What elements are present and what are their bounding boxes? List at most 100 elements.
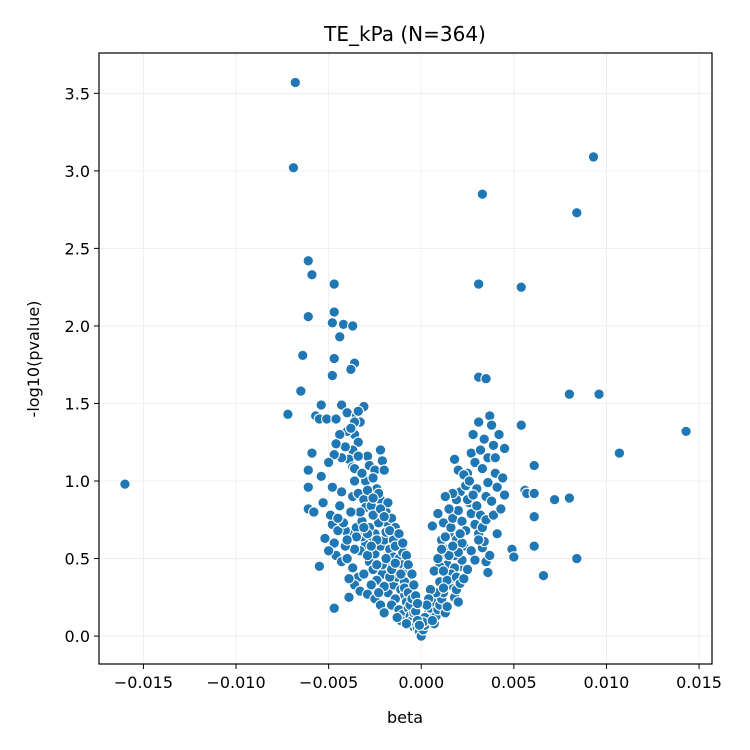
data-point xyxy=(487,439,500,452)
data-point xyxy=(395,568,407,580)
data-point xyxy=(343,572,355,585)
data-point xyxy=(680,425,692,438)
data-point xyxy=(341,534,353,546)
data-point xyxy=(296,349,309,362)
data-point xyxy=(496,472,509,484)
data-point xyxy=(587,151,600,163)
data-point xyxy=(282,408,294,421)
data-point xyxy=(400,549,413,562)
y-tick-label: 2.5 xyxy=(65,239,90,258)
data-point xyxy=(335,399,348,411)
data-point xyxy=(441,600,453,613)
data-point xyxy=(315,470,327,483)
data-point xyxy=(361,484,374,497)
data-point xyxy=(489,451,502,464)
data-point xyxy=(472,534,485,546)
data-point xyxy=(382,496,394,509)
data-point xyxy=(445,521,457,534)
data-point xyxy=(437,565,450,577)
y-tick-label: 1.5 xyxy=(65,394,90,413)
data-point xyxy=(371,559,383,571)
data-point xyxy=(322,545,335,557)
data-point xyxy=(346,562,359,574)
data-point xyxy=(563,492,576,504)
data-point xyxy=(308,506,320,518)
data-point xyxy=(454,527,466,540)
data-points xyxy=(119,76,692,642)
data-point xyxy=(439,531,452,543)
data-point xyxy=(548,493,561,506)
data-point xyxy=(478,433,490,445)
data-point xyxy=(352,436,365,448)
x-tick-label: 0.010 xyxy=(584,673,630,692)
data-point xyxy=(448,453,461,466)
data-point xyxy=(376,455,389,467)
data-point xyxy=(485,495,498,507)
data-point xyxy=(378,607,390,619)
data-point xyxy=(306,447,318,459)
data-point xyxy=(471,500,483,512)
data-point xyxy=(345,363,357,376)
data-point xyxy=(372,586,385,599)
data-point xyxy=(515,281,527,293)
y-tick-label: 0.5 xyxy=(65,550,90,569)
x-tick-label: −0.015 xyxy=(114,673,173,692)
data-point xyxy=(571,552,583,565)
data-point xyxy=(367,509,379,521)
data-point xyxy=(332,524,344,537)
data-point xyxy=(348,475,361,487)
data-point xyxy=(469,456,481,469)
data-point xyxy=(528,540,540,552)
data-point xyxy=(432,507,444,520)
data-point xyxy=(328,306,340,318)
data-point xyxy=(328,352,340,365)
data-point xyxy=(467,489,479,501)
data-point xyxy=(485,419,498,431)
data-point xyxy=(421,599,433,611)
data-point xyxy=(487,509,500,521)
data-point xyxy=(345,506,357,518)
data-point xyxy=(337,318,350,331)
x-tick-label: −0.005 xyxy=(299,673,358,692)
data-point xyxy=(571,206,583,219)
data-point xyxy=(498,489,511,501)
data-point xyxy=(302,481,315,493)
data-point xyxy=(352,450,365,462)
data-point xyxy=(365,540,377,552)
data-point xyxy=(472,278,485,290)
data-point xyxy=(472,416,485,428)
data-point xyxy=(476,462,489,475)
data-point xyxy=(317,496,329,509)
data-point xyxy=(426,614,439,627)
data-point xyxy=(335,486,348,498)
data-point xyxy=(330,438,342,450)
data-point xyxy=(476,188,489,200)
x-tick-label: −0.010 xyxy=(206,673,265,692)
data-point xyxy=(341,552,353,565)
x-tick-label: 0.005 xyxy=(491,673,537,692)
y-tick-label: 2.0 xyxy=(65,317,90,336)
data-point xyxy=(515,419,527,431)
x-tick-label: 0.000 xyxy=(398,673,444,692)
x-tick-label: 0.015 xyxy=(676,673,722,692)
y-tick-label: 0.0 xyxy=(65,627,90,646)
data-point xyxy=(334,331,346,343)
data-point xyxy=(358,521,370,534)
data-point xyxy=(484,549,496,562)
data-point xyxy=(467,428,479,441)
data-point xyxy=(319,532,331,545)
data-point xyxy=(374,444,387,456)
data-point xyxy=(452,596,465,608)
data-point xyxy=(343,591,355,604)
data-point xyxy=(346,320,359,332)
data-point xyxy=(593,388,605,400)
data-point xyxy=(408,579,420,591)
chart-title: TE_kPa (N=364) xyxy=(323,22,486,46)
data-point xyxy=(315,399,327,411)
data-point xyxy=(482,566,494,579)
data-point xyxy=(491,481,503,493)
data-point xyxy=(474,444,487,456)
data-point xyxy=(439,490,452,503)
